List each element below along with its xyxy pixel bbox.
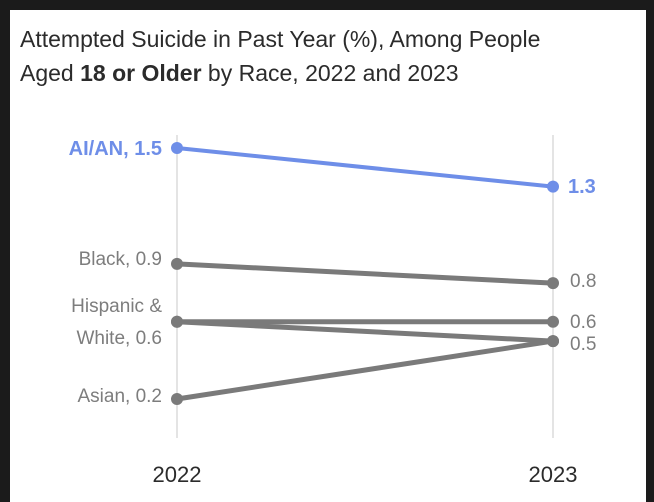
point-asian-2022 xyxy=(171,393,183,405)
point-white-2023 xyxy=(547,315,559,328)
left-label-hispanic-white-1: Hispanic & xyxy=(71,296,162,317)
point-ai-an-2022 xyxy=(171,142,183,154)
right-label-black: 0.8 xyxy=(570,271,596,292)
point-black-2023 xyxy=(547,277,559,290)
x-tick-2023: 2023 xyxy=(529,462,578,487)
left-label-aian: AI/AN, 1.5 xyxy=(69,138,162,160)
series-line-hispanic xyxy=(174,319,556,344)
point-asian-2023 xyxy=(547,335,559,348)
point-ai-an-2023 xyxy=(547,180,559,193)
chart-panel xyxy=(10,10,646,502)
title-bold: 18 or Older xyxy=(80,60,202,86)
chart-title: Attempted Suicide in Past Year (%), Amon… xyxy=(20,22,620,90)
right-label-white: 0.6 xyxy=(570,312,596,333)
series-layer xyxy=(171,142,559,405)
point-black-2022 xyxy=(171,257,183,270)
left-label-asian: Asian, 0.2 xyxy=(78,386,163,407)
title-line2-post: by Race, 2022 and 2023 xyxy=(201,60,459,86)
title-line1: Attempted Suicide in Past Year (%), Amon… xyxy=(20,26,541,52)
title-line2-pre: Aged xyxy=(20,60,81,86)
right-label-hispanic-asian: 0.5 xyxy=(570,334,596,355)
x-tick-2022: 2022 xyxy=(153,462,202,487)
point-white-2022 xyxy=(171,315,183,328)
series-line-ai-an xyxy=(175,146,555,189)
series-line-black xyxy=(174,261,556,286)
series-line-asian xyxy=(174,338,556,402)
left-label-black: Black, 0.9 xyxy=(79,249,162,270)
left-label-hispanic-white-2: White, 0.6 xyxy=(76,328,162,349)
right-label-aian: 1.3 xyxy=(568,176,596,198)
